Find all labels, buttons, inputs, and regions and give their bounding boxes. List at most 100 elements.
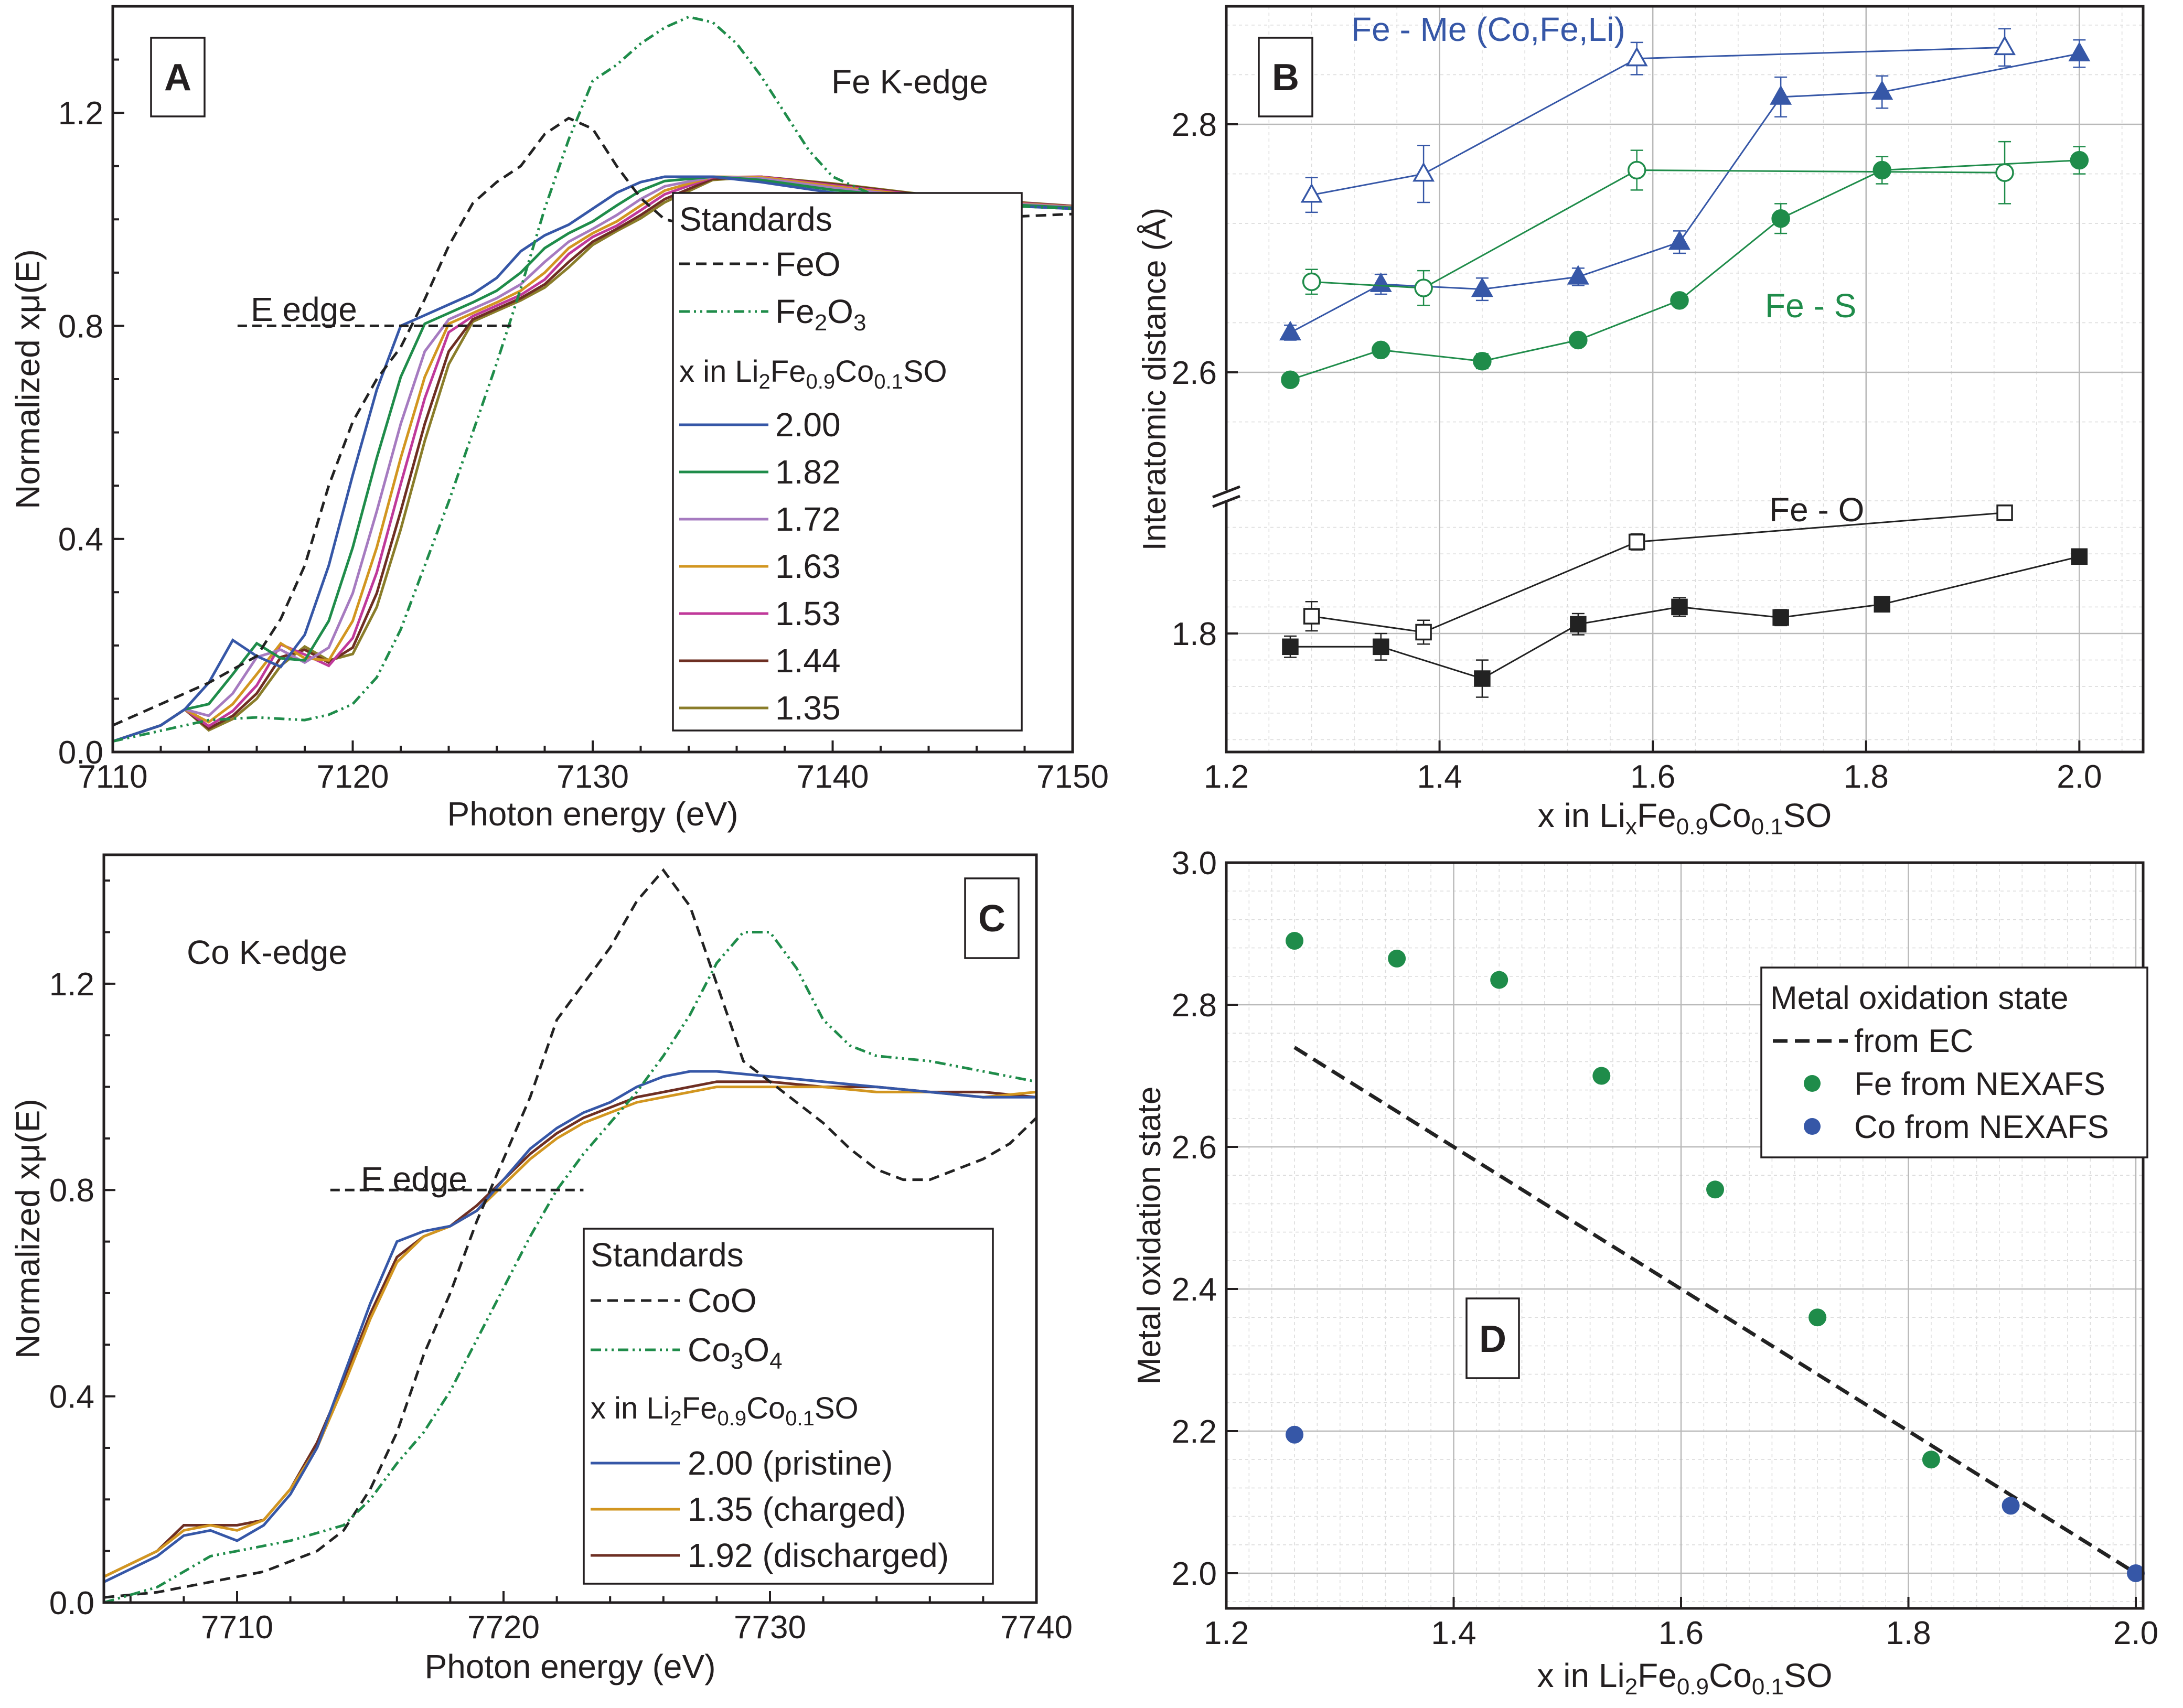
panel-a-ylabel: Normalized xμ(E) bbox=[9, 249, 47, 509]
panel-d-legend-co-label: Co from NEXAFS bbox=[1854, 1109, 2109, 1145]
panel-b-ytick-label: 2.6 bbox=[1172, 355, 1217, 391]
panel-d-series bbox=[1286, 932, 2145, 1582]
panel-c-legend-label-1.92: 1.92 (discharged) bbox=[688, 1537, 949, 1574]
panel-a-legend-label-1.82: 1.82 bbox=[775, 453, 841, 491]
panel-b-point-fe-s-filled bbox=[1569, 330, 1588, 350]
panel-a-standard-feo bbox=[113, 116, 1073, 727]
panel-a-edge-label: E edge bbox=[251, 291, 357, 328]
panel-a-xlabel: Photon energy (eV) bbox=[447, 795, 739, 833]
panel-d-ytick-label: 2.2 bbox=[1172, 1414, 1217, 1450]
panel-b-point-fe-s-filled bbox=[1872, 160, 1892, 180]
panel-a-ytick-label: 0.4 bbox=[58, 522, 103, 558]
panel-c-label: C bbox=[978, 898, 1005, 940]
panel-b-point-fe-s-filled bbox=[1372, 340, 1390, 360]
panel-c-legend-label-1.35: 1.35 (charged) bbox=[688, 1490, 906, 1528]
panel-b-line-fe-o-filled bbox=[1290, 555, 2080, 680]
panel-b-xtick-label: 1.6 bbox=[1630, 759, 1675, 795]
panel-b-point-fe-me-filled bbox=[1567, 265, 1589, 285]
panel-c-legend-label-2.00: 2.00 (pristine) bbox=[688, 1444, 893, 1482]
panel-d-ytick-label: 2.6 bbox=[1172, 1130, 1217, 1166]
panel-b-point-fe-o-filled bbox=[1671, 598, 1688, 616]
panel-d-fe-point bbox=[1490, 971, 1508, 989]
panel-b-point-fe-o-filled bbox=[1772, 609, 1789, 626]
panel-c-legend-coo-label: CoO bbox=[688, 1282, 757, 1319]
panel-d-legend-co-marker bbox=[1804, 1118, 1821, 1135]
panel-b-point-fe-s-filled bbox=[1473, 351, 1492, 371]
panel-b-point-fe-o-open bbox=[1628, 533, 1645, 551]
panel-c-standard-co3o4 bbox=[104, 931, 1036, 1603]
panel-b-xtick-label: 2.0 bbox=[2057, 759, 2102, 795]
panel-c-legend-series-heading: x in Li2Fe0.9Co0.1SO bbox=[591, 1391, 859, 1430]
panel-a-ticks: 7110 7120 7130 7140 7150 0.0 0.4 0.8 1.2 bbox=[58, 58, 1109, 795]
panel-d-xtick-label: 1.6 bbox=[1658, 1615, 1704, 1651]
panel-b-point-fe-s-open bbox=[1414, 278, 1433, 297]
panel-d-fe-point bbox=[1809, 1308, 1827, 1327]
panel-b-point-fe-o-filled bbox=[1474, 670, 1491, 687]
panel-d-ytick-label: 2.8 bbox=[1172, 987, 1217, 1024]
panel-b-point-fe-o-filled bbox=[2071, 548, 2088, 565]
panel-a-ytick-label: 0.8 bbox=[58, 308, 103, 345]
panel-d-ytick-label: 3.0 bbox=[1172, 845, 1217, 882]
panel-d-co-point bbox=[2127, 1564, 2145, 1582]
panel-d-fe-point bbox=[1286, 932, 1304, 950]
panel-b-label: B bbox=[1272, 57, 1299, 99]
panel-c-xtick-label: 7740 bbox=[1000, 1609, 1073, 1646]
panel-b-fe-o-label: Fe - O bbox=[1769, 491, 1864, 529]
panel-d-legend-title: Metal oxidation state bbox=[1770, 980, 2069, 1016]
panel-b-point-fe-s-open bbox=[1302, 272, 1321, 292]
panel-b-point-fe-o-open bbox=[1415, 624, 1432, 641]
panel-a-series-1.53 bbox=[113, 175, 1073, 743]
panel-d-fe-point bbox=[1706, 1180, 1725, 1199]
panel-c-ytick-label: 1.2 bbox=[49, 966, 94, 1003]
panel-a-series-2.00 bbox=[113, 175, 1073, 743]
panel-b-point-fe-o-open bbox=[1996, 504, 2013, 521]
panel-b-point-fe-o-filled bbox=[1874, 596, 1891, 613]
panel-a-curves bbox=[113, 15, 1073, 743]
panel-c-ytick-label: 0.4 bbox=[49, 1379, 94, 1415]
panel-c-ylabel: Normalized xμ(E) bbox=[9, 1099, 47, 1359]
panel-b-point-fe-s-open bbox=[1627, 160, 1646, 180]
panel-a-ytick-label: 0.0 bbox=[58, 735, 103, 771]
panel-b-point-fe-s-filled bbox=[1670, 291, 1689, 310]
panel-c-xtick-label: 7730 bbox=[734, 1609, 806, 1646]
panel-a-legend-label-1.35: 1.35 bbox=[775, 689, 841, 727]
panel-d-ec-line bbox=[1293, 1046, 2137, 1575]
panel-c-legend-co3o4-label: Co3O4 bbox=[688, 1331, 783, 1374]
panel-b-point-fe-me-filled bbox=[2068, 41, 2091, 61]
panel-a-title: Fe K-edge bbox=[831, 63, 988, 101]
panel-a-legend-label-1.63: 1.63 bbox=[775, 547, 841, 585]
panel-d-legend-fe-marker bbox=[1804, 1075, 1821, 1092]
panel-a-legend-label-1.53: 1.53 bbox=[775, 595, 841, 632]
panel-b-point-fe-me-open bbox=[1412, 162, 1435, 182]
panel-b-point-fe-me-filled bbox=[1871, 80, 1893, 100]
panel-a-xtick-label: 7130 bbox=[557, 759, 629, 795]
panel-b-fe-me-label: Fe - Me (Co,Fe,Li) bbox=[1351, 10, 1625, 48]
panel-d-label: D bbox=[1479, 1318, 1506, 1360]
panel-d-fe-point bbox=[1388, 949, 1406, 968]
panel-c-series-1.35 bbox=[104, 1086, 1036, 1578]
panel-c-curves bbox=[104, 868, 1036, 1603]
panel-b-axis-break-mark bbox=[1212, 485, 1240, 499]
panel-b-line-fe-o-open bbox=[1311, 512, 2005, 633]
panel-a-series-1.63 bbox=[113, 175, 1073, 743]
panel-d-legend-fe-label: Fe from NEXAFS bbox=[1854, 1066, 2105, 1102]
panel-c-legend-standards-heading: Standards bbox=[591, 1236, 744, 1274]
panel-c-title: Co K-edge bbox=[187, 933, 347, 971]
panel-b-point-fe-me-open bbox=[1300, 183, 1323, 203]
panel-b-point-fe-me-filled bbox=[1770, 85, 1792, 105]
panel-c-ytick-label: 0.0 bbox=[49, 1585, 94, 1621]
panel-a-xtick-label: 7150 bbox=[1036, 759, 1109, 795]
panel-b-line-fe-s-filled bbox=[1290, 159, 2080, 381]
panel-a-series-1.44 bbox=[113, 175, 1073, 743]
panel-b-line-fe-me-filled bbox=[1290, 52, 2080, 334]
panel-b-axis-break-mark bbox=[1212, 495, 1240, 508]
panel-a-label: A bbox=[164, 57, 191, 99]
panel-a-legend-label-2.00: 2.00 bbox=[775, 406, 841, 444]
panel-d-fe-point bbox=[1922, 1451, 1940, 1469]
panel-a-legend-series-heading: x in Li2Fe0.9Co0.1SO bbox=[679, 355, 947, 393]
panel-b-xtick-label: 1.8 bbox=[1844, 759, 1889, 795]
panel-d-xtick-label: 1.8 bbox=[1886, 1615, 1931, 1651]
panel-b-point-fe-s-filled bbox=[1771, 209, 1790, 228]
panel-d-ylabel: Metal oxidation state bbox=[1131, 1087, 1168, 1385]
